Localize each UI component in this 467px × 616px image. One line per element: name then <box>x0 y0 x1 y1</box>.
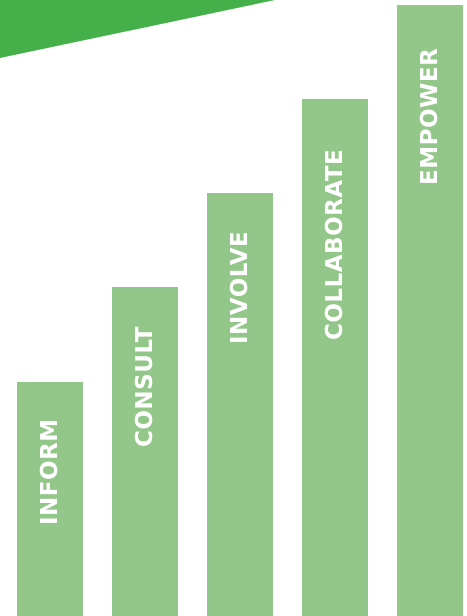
level-bar-inform: INFORM <box>17 382 83 616</box>
green-banner-shape <box>0 0 275 58</box>
level-label-consult: CONSULT <box>132 326 158 447</box>
level-label-inform: INFORM <box>37 418 63 525</box>
level-label-involve: INVOLVE <box>227 230 253 344</box>
level-bar-empower: EMPOWER <box>397 5 463 616</box>
level-bar-collaborate: COLLABORATE <box>302 99 368 616</box>
level-label-collaborate: COLLABORATE <box>322 148 348 340</box>
level-bar-involve: INVOLVE <box>207 193 273 616</box>
level-bar-consult: CONSULT <box>112 287 178 616</box>
level-label-empower: EMPOWER <box>417 47 443 185</box>
